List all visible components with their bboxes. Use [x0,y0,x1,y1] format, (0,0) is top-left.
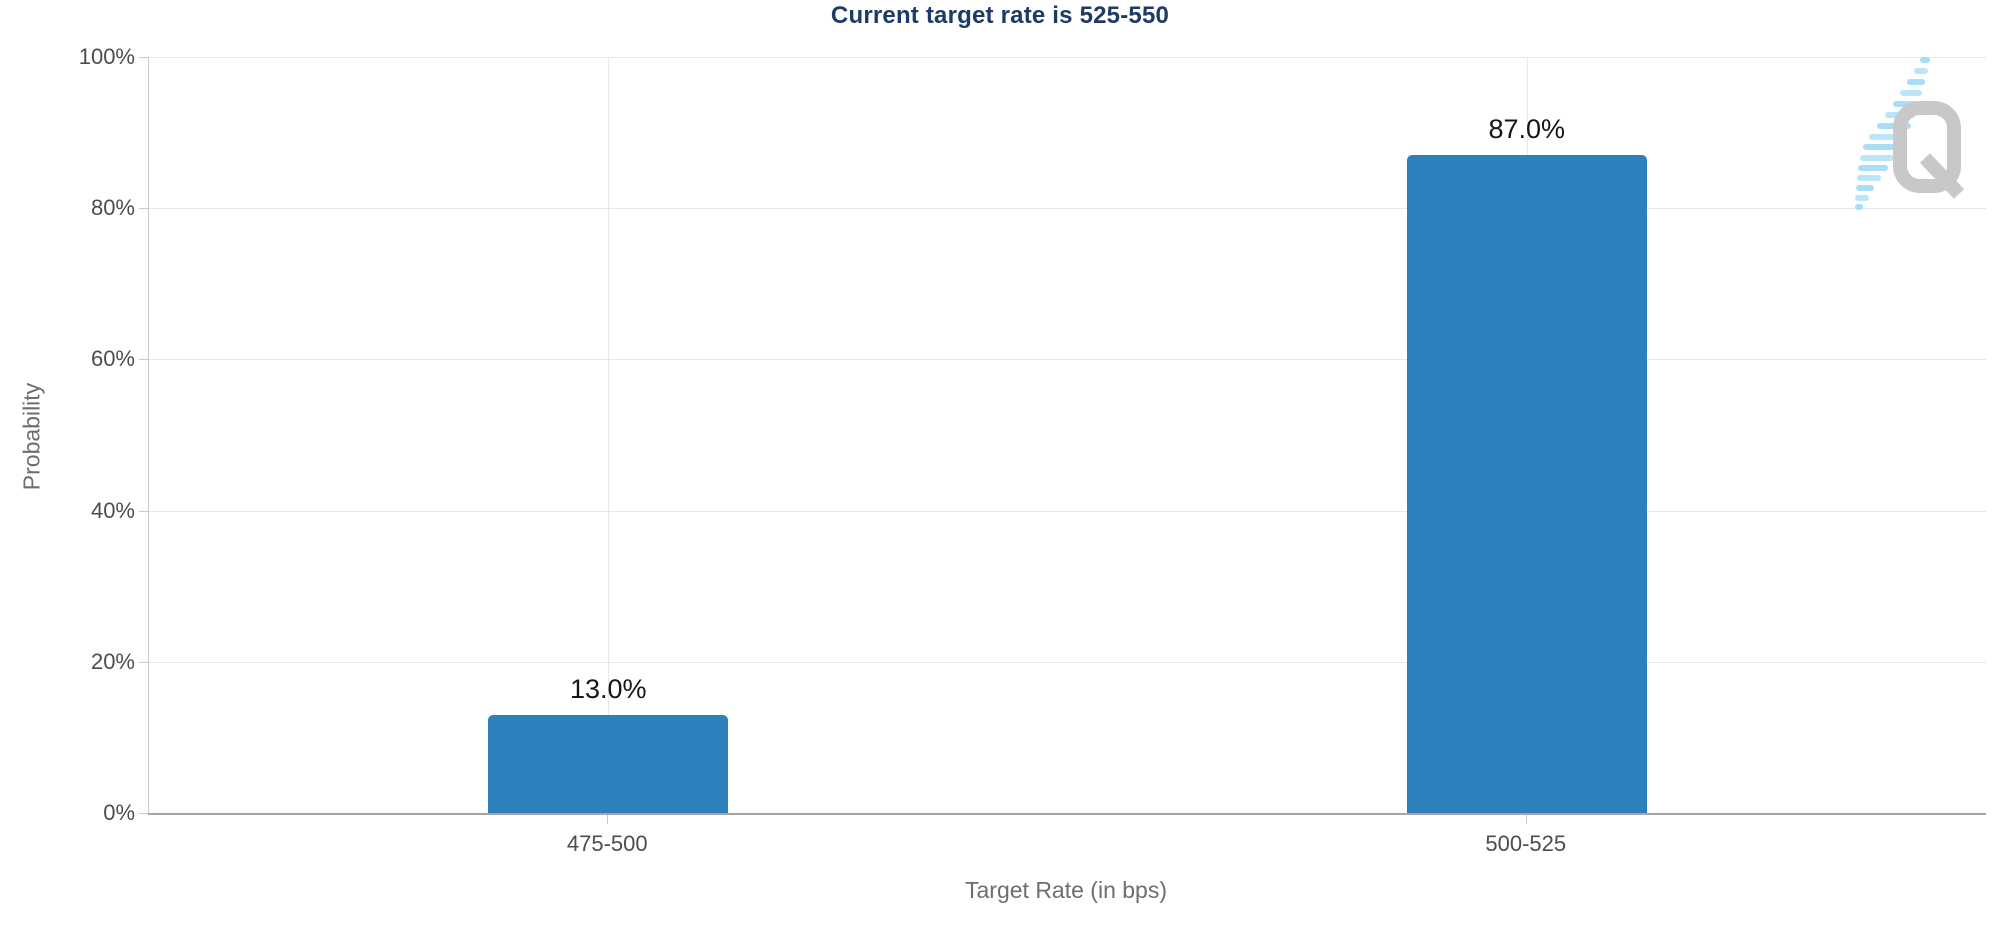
x-axis-title: Target Rate (in bps) [965,877,1167,903]
watermark-dash [1855,195,1869,201]
bar-value-label-475-500: 13.0% [569,673,647,704]
watermark-dash [1900,90,1922,96]
y-tick-mark-40 [139,510,148,512]
probability-bar-475-500[interactable] [488,714,729,813]
watermark-dash [1907,79,1925,85]
probability-bar-500-525[interactable] [1406,155,1647,813]
x-tick-label-500-525: 500-525 [1485,831,1567,856]
gridline-40 [149,510,1986,512]
y-tick-label-0: 0% [103,800,135,825]
y-tick-mark-100 [139,57,148,58]
gridline-100 [149,57,1986,58]
watermark-dash [1857,175,1881,181]
watermark-dash [1855,204,1863,210]
chart-title: Current target rate is 525-550 [830,2,1170,29]
y-tick-mark-80 [139,208,148,210]
y-tick-mark-60 [139,359,148,361]
x-tick-mark-475-500 [607,815,609,824]
watermark-q-tail [1919,153,1965,199]
watermark-dash [1858,165,1888,171]
y-tick-label-40: 40% [90,497,135,523]
bar-value-label-500-525: 87.0% [1488,114,1566,145]
gridline-80 [149,208,1986,210]
y-tick-label-60: 60% [90,346,135,372]
y-tick-mark-20 [139,661,148,663]
watermark-q-ring [1893,101,1961,193]
y-tick-label-100: 100% [78,44,135,69]
y-tick-mark-0 [139,813,148,814]
gridline-60 [149,359,1986,361]
gridline-20 [149,661,1986,663]
watermark-dash [1856,185,1874,191]
watermark-dash [1863,144,1901,150]
y-tick-label-80: 80% [90,195,135,221]
quikstrike-q-watermark-icon [1855,57,1965,210]
x-tick-mark-500-525 [1525,815,1527,824]
y-tick-label-20: 20% [90,648,135,674]
x-tick-label-475-500: 475-500 [566,831,648,856]
watermark-dash [1914,68,1928,74]
watermark-dash [1920,57,1930,63]
gridline-category-1 [608,57,610,813]
watermark-dash [1860,155,1894,161]
plot-area: 13.0% 87.0% [148,57,1986,815]
y-axis-title: Probability [18,382,45,491]
